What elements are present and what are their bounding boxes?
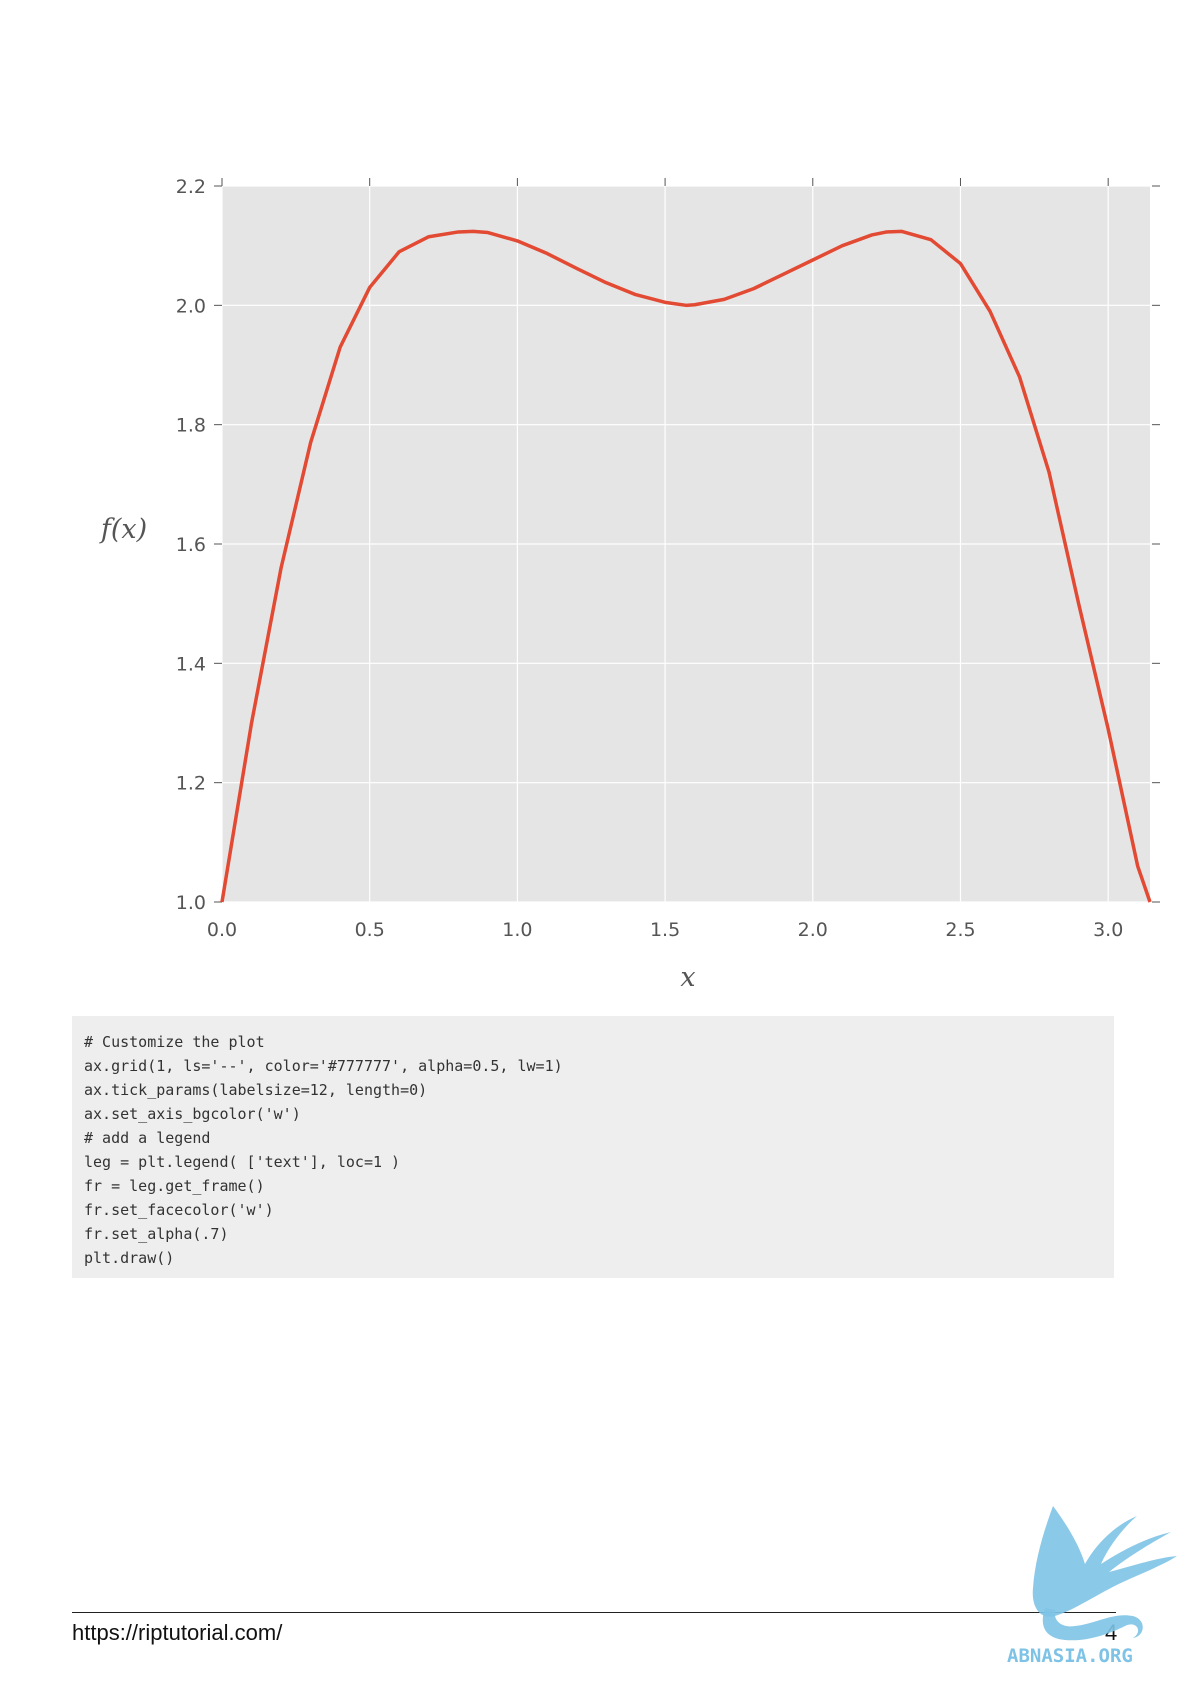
code-block: # Customize the plot ax.grid(1, ls='--',… [72, 1016, 1114, 1278]
x-tick-label: 0.0 [207, 919, 237, 941]
code-line: # add a legend [84, 1129, 211, 1147]
code-line: ax.set_axis_bgcolor('w') [84, 1105, 301, 1123]
y-tick-label: 1.8 [176, 415, 206, 437]
code-line: # Customize the plot [84, 1033, 265, 1051]
code-line: fr.set_facecolor('w') [84, 1201, 274, 1219]
x-tick-label: 2.5 [945, 919, 975, 941]
x-tick-label: 0.5 [355, 919, 385, 941]
axis-ticks [214, 178, 1160, 903]
abnasia-logo: ABNASIA.ORG [1007, 1506, 1177, 1666]
tick-labels: 0.0 0.5 1.0 1.5 2.0 2.5 3.0 1.0 1.2 1.4 1.6 1.8 2.0 2… [176, 176, 1124, 941]
y-tick-label: 1.0 [176, 892, 206, 914]
y-tick-label: 2.0 [176, 295, 206, 317]
line-chart: 0.0 0.5 1.0 1.5 2.0 2.5 3.0 1.0 1.2 1.4 1.6 1.8 2.0 2… [99, 176, 1160, 993]
y-tick-label: 1.2 [176, 773, 206, 795]
code-line: ax.tick_params(labelsize=12, length=0) [84, 1081, 428, 1099]
code-line: leg = plt.legend( ['text'], loc=1 ) [84, 1153, 401, 1171]
y-axis-label: f(x) [99, 514, 147, 545]
series-line [220, 229, 1152, 903]
x-tick-label: 1.0 [502, 919, 532, 941]
grid-lines [221, 185, 1150, 903]
y-tick-label: 1.6 [176, 534, 206, 556]
code-line: fr = leg.get_frame() [84, 1177, 265, 1195]
code-line: plt.draw() [84, 1249, 175, 1267]
footer-url-link[interactable]: https://riptutorial.com/ [72, 1620, 283, 1645]
x-axis-label: x [680, 962, 695, 993]
x-tick-label: 1.5 [650, 919, 680, 941]
code-line: ax.grid(1, ls='--', color='#777777', alp… [84, 1057, 563, 1075]
x-tick-label: 3.0 [1093, 919, 1123, 941]
y-tick-label: 1.4 [176, 653, 206, 675]
x-tick-label: 2.0 [798, 919, 828, 941]
logo-text: ABNASIA.ORG [1007, 1645, 1133, 1666]
code-line: fr.set_alpha(.7) [84, 1225, 229, 1243]
footer-divider [72, 1612, 1116, 1613]
y-tick-label: 2.2 [176, 176, 206, 198]
